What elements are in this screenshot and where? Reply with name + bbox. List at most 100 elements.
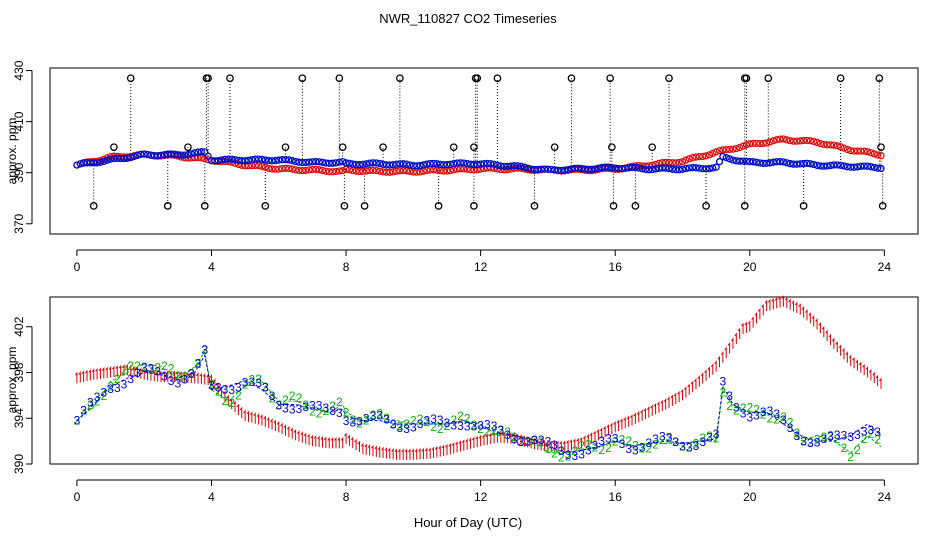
blue-point [201, 148, 209, 156]
blue-point [258, 155, 266, 163]
red-mark [202, 373, 206, 385]
blue-point [315, 158, 323, 166]
blue-point [96, 158, 105, 166]
blue-glyph: 3 [235, 380, 242, 394]
blue-glyph: 3 [323, 401, 330, 415]
blue-point [281, 155, 290, 164]
red-mark [599, 427, 603, 439]
red-mark [404, 448, 408, 460]
red-mark [741, 322, 744, 335]
blue-point [843, 163, 851, 171]
outlier-point [607, 143, 616, 152]
red-point [396, 167, 404, 175]
outlier-point [530, 202, 539, 210]
blue-glyph: 3 [847, 430, 854, 444]
red-point [783, 136, 791, 144]
green-glyph: 2 [652, 438, 659, 452]
red-mark [485, 433, 488, 445]
red-point [752, 139, 761, 148]
red-point [332, 167, 340, 176]
red-mark [704, 369, 707, 381]
red-mark [667, 396, 670, 408]
red-mark [273, 419, 276, 432]
blue-glyph: 3 [437, 413, 444, 427]
red-point [658, 159, 666, 167]
red-mark [875, 374, 879, 387]
red-mark [697, 375, 700, 387]
blue-glyph: 3 [686, 441, 693, 455]
red-mark [155, 370, 159, 382]
red-mark [673, 392, 677, 405]
green-glyph: 2 [841, 441, 848, 455]
blue-point [483, 159, 491, 168]
red-point [305, 166, 313, 174]
top-data-marks [73, 74, 887, 210]
blue-glyph: 3 [175, 376, 182, 390]
green-glyph: 2 [228, 396, 235, 410]
blue-point [530, 165, 539, 174]
blue-point [379, 160, 387, 168]
red-mark [872, 371, 875, 384]
blue-point [416, 161, 424, 170]
blue-glyph: 3 [558, 444, 565, 458]
blue-glyph: 3 [275, 399, 282, 413]
blue-glyph: 3 [121, 377, 128, 391]
red-mark [495, 431, 498, 443]
green-glyph: 2 [316, 406, 323, 420]
blue-point [487, 160, 495, 168]
green-glyph: 2 [733, 404, 740, 418]
red-mark [290, 427, 293, 439]
red-point [877, 152, 885, 160]
red-mark [788, 298, 791, 310]
red-mark [172, 370, 175, 383]
blue-point [184, 151, 192, 159]
blue-glyph: 3 [767, 404, 774, 418]
red-mark [468, 437, 472, 449]
green-glyph: 2 [444, 419, 451, 433]
red-mark [815, 317, 818, 330]
green-glyph: 2 [780, 410, 787, 424]
red-mark [209, 374, 212, 386]
blue-point [577, 164, 586, 173]
blue-glyph: 3 [545, 435, 552, 449]
blue-point [763, 159, 771, 167]
red-point [826, 141, 835, 149]
red-mark [266, 416, 270, 429]
red-mark [138, 367, 142, 379]
blue-glyph: 3 [114, 381, 121, 395]
green-glyph: 2 [686, 441, 693, 455]
blue-glyph: 3 [107, 382, 114, 396]
red-mark [842, 347, 845, 360]
blue-glyph: 3 [336, 406, 343, 420]
blue-point [268, 157, 276, 165]
blue-point [591, 165, 599, 173]
green-glyph: 2 [612, 435, 619, 449]
red-point [853, 147, 862, 155]
blue-point [699, 165, 707, 173]
red-mark [112, 365, 115, 378]
blue-point [318, 158, 327, 166]
green-glyph: 2 [484, 424, 491, 438]
red-point [329, 168, 337, 176]
blue-glyph: 3 [639, 441, 646, 455]
red-point [359, 167, 367, 176]
blue-point [137, 150, 145, 159]
blue-glyph: 3 [417, 417, 424, 431]
blue-point [127, 153, 135, 162]
red-point [719, 146, 727, 154]
red-mark [482, 433, 485, 446]
green-glyph: 2 [269, 391, 276, 405]
red-mark [727, 341, 731, 354]
x-tick-label: 0 [74, 490, 81, 504]
blue-glyph: 3 [511, 433, 518, 447]
green-glyph: 2 [114, 372, 121, 386]
blue-glyph: 3 [834, 428, 841, 442]
blue-glyph: 3 [201, 343, 208, 357]
green-glyph: 2 [868, 427, 875, 441]
red-mark [327, 436, 330, 449]
blue-glyph: 3 [228, 383, 235, 397]
red-mark [118, 364, 122, 377]
green-glyph: 2 [619, 432, 626, 446]
green-glyph: 2 [188, 367, 195, 381]
